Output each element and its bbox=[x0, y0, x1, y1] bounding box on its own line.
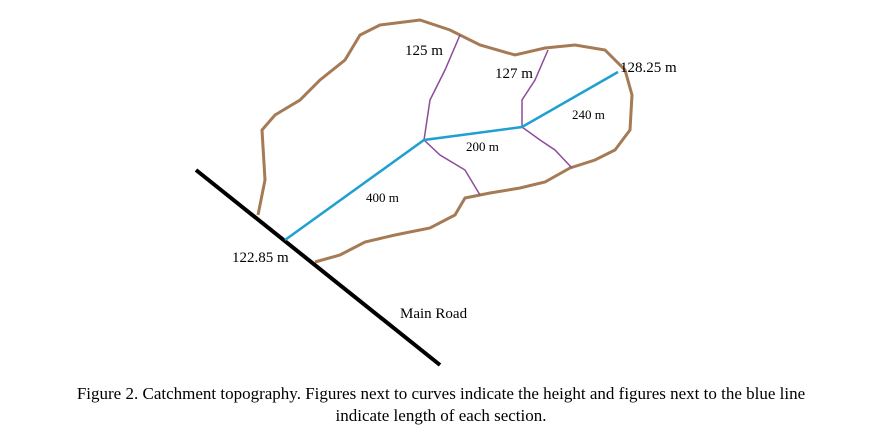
length-label: 200 m bbox=[466, 139, 499, 154]
caption: Figure 2. Catchment topography. Figures … bbox=[77, 384, 805, 403]
length-label: 240 m bbox=[572, 107, 605, 122]
elevation-label: 127 m bbox=[495, 66, 533, 82]
elevation-label: 122.85 m bbox=[232, 250, 289, 266]
length-label: 400 m bbox=[366, 190, 399, 205]
road-label: Main Road bbox=[400, 306, 468, 322]
flow-path bbox=[284, 70, 619, 242]
contour-line bbox=[423, 34, 481, 196]
main-road bbox=[194, 168, 442, 367]
elevation-label: 128.25 m bbox=[620, 60, 677, 76]
caption: indicate length of each section. bbox=[336, 406, 547, 425]
catchment-boundary bbox=[256, 18, 634, 264]
elevation-label: 125 m bbox=[405, 43, 443, 59]
